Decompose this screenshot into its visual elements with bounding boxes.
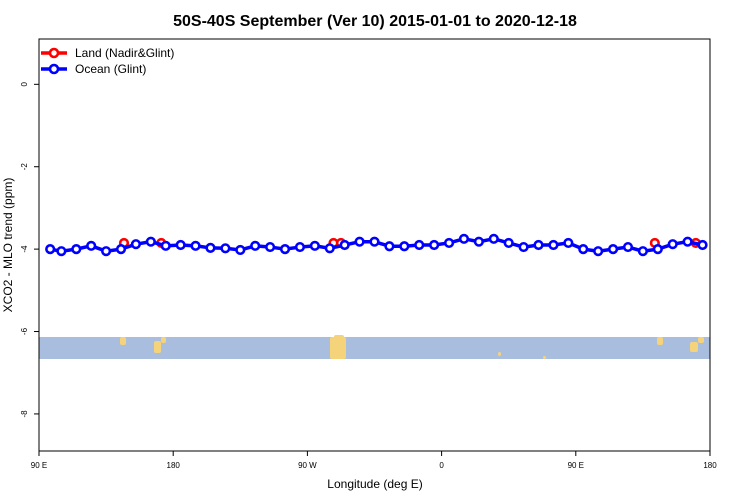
ocean-point	[354, 236, 365, 247]
ocean-point	[384, 241, 395, 252]
series-layer	[45, 233, 708, 257]
ocean-point	[682, 236, 693, 247]
ocean-point	[324, 243, 335, 254]
ocean-point	[145, 236, 156, 247]
x-tick-label: 90 W	[298, 461, 317, 470]
land-patch	[154, 341, 161, 353]
ocean-point	[220, 243, 231, 254]
ocean-point	[160, 240, 171, 251]
chart-title: 50S-40S September (Ver 10) 2015-01-01 to…	[173, 13, 577, 30]
ocean-point	[56, 246, 67, 257]
ocean-point	[369, 236, 380, 247]
x-tick-label: 180	[167, 461, 181, 470]
land-patch	[334, 335, 344, 339]
ocean-point	[443, 237, 455, 249]
ocean-point	[235, 244, 246, 256]
ocean-point	[414, 239, 425, 251]
legend-label: Ocean (Glint)	[75, 62, 146, 76]
legend-marker	[48, 63, 60, 75]
ocean-point	[473, 236, 484, 247]
y-tick-label: 0	[20, 82, 29, 87]
ocean-point	[175, 239, 186, 251]
y-tick-label: -6	[20, 327, 29, 335]
ocean-point	[265, 241, 276, 253]
ocean-point	[190, 240, 201, 251]
plot-frame	[38, 38, 711, 452]
land-patch	[120, 337, 126, 345]
ocean-point	[250, 240, 261, 251]
ocean-point	[637, 246, 649, 257]
land-patch	[161, 337, 166, 343]
ocean-point	[294, 241, 306, 253]
ocean-point	[548, 239, 559, 251]
ocean-point	[339, 239, 350, 251]
ocean-point	[503, 237, 514, 249]
x-axis-label: Longitude (deg E)	[327, 477, 422, 491]
ocean-point	[488, 233, 499, 244]
land-patch	[698, 337, 704, 343]
ocean-point	[518, 241, 529, 253]
y-tick-label: -4	[20, 245, 29, 253]
x-tick-label: 90 E	[31, 461, 47, 470]
ocean-point	[593, 246, 604, 257]
land-sea-strip	[39, 335, 710, 359]
ocean-point	[399, 241, 410, 252]
x-tick-label: 0	[439, 461, 444, 470]
y-tick-label: -8	[20, 410, 29, 418]
ocean-point	[115, 244, 127, 255]
ocean-point	[100, 246, 112, 257]
ocean-point	[45, 244, 56, 255]
ocean-point	[667, 239, 678, 250]
x-tick-label: 90 E	[568, 461, 584, 470]
land-patch	[690, 342, 698, 352]
series-ocean	[45, 233, 708, 257]
axes: 90 E 180 90 W 0 90 E 180 0 -2 -4 -6 -8	[20, 82, 717, 470]
ocean-point	[458, 233, 470, 244]
ocean-point	[71, 244, 82, 255]
ocean-point	[130, 239, 142, 250]
ocean-point	[309, 240, 320, 251]
y-tick-label: -2	[20, 163, 29, 171]
ocean-point	[607, 244, 619, 255]
land-patch	[543, 356, 546, 359]
x-tick-label: 180	[703, 461, 717, 470]
land-patch	[330, 337, 346, 359]
ocean-point	[622, 241, 634, 253]
legend-label: Land (Nadir&Glint)	[75, 46, 174, 60]
ocean-point	[205, 242, 216, 253]
land-patch	[657, 337, 663, 345]
ocean-point	[563, 237, 574, 249]
ocean-point	[86, 240, 97, 251]
legend: Land (Nadir&Glint) Ocean (Glint)	[41, 46, 174, 76]
ocean-point	[652, 244, 663, 255]
ocean-point	[578, 244, 589, 255]
ocean-point	[279, 244, 291, 255]
y-axis-label: XCO2 - MLO trend (ppm)	[1, 178, 15, 313]
ocean-point	[429, 239, 440, 251]
ocean-strip	[39, 337, 710, 359]
ocean-point	[697, 239, 708, 251]
ocean-point	[533, 239, 544, 251]
legend-marker	[48, 47, 60, 59]
land-patch	[498, 352, 501, 356]
